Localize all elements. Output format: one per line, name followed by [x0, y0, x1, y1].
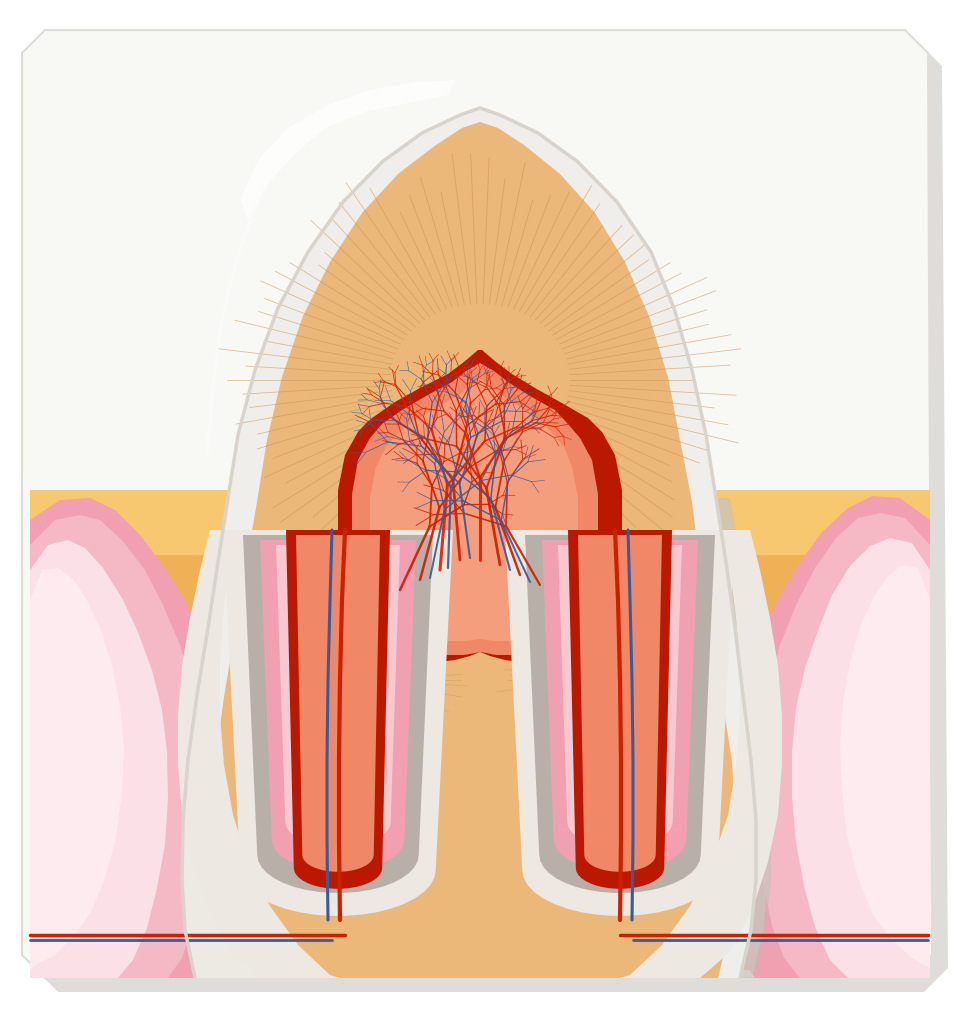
Polygon shape — [207, 122, 736, 978]
Polygon shape — [370, 378, 578, 641]
Polygon shape — [758, 513, 930, 978]
Polygon shape — [30, 490, 930, 555]
Polygon shape — [558, 545, 682, 847]
Polygon shape — [286, 530, 390, 889]
Polygon shape — [352, 362, 598, 655]
Polygon shape — [576, 550, 664, 822]
Polygon shape — [30, 540, 168, 978]
Polygon shape — [722, 496, 930, 978]
Polygon shape — [568, 530, 672, 889]
Polygon shape — [542, 540, 698, 871]
Polygon shape — [296, 535, 380, 871]
Polygon shape — [505, 530, 735, 915]
Polygon shape — [338, 350, 622, 662]
Polygon shape — [525, 535, 715, 893]
Polygon shape — [34, 42, 948, 992]
Polygon shape — [792, 538, 930, 978]
Polygon shape — [840, 565, 930, 978]
Polygon shape — [620, 530, 782, 978]
Polygon shape — [716, 498, 768, 978]
Polygon shape — [276, 545, 400, 847]
Polygon shape — [182, 108, 756, 978]
Polygon shape — [294, 550, 382, 822]
Polygon shape — [22, 30, 932, 978]
Polygon shape — [243, 535, 433, 893]
Polygon shape — [178, 530, 340, 978]
Polygon shape — [260, 540, 416, 871]
Polygon shape — [578, 535, 662, 871]
Polygon shape — [30, 515, 205, 978]
Polygon shape — [30, 568, 124, 978]
Polygon shape — [205, 152, 286, 462]
Polygon shape — [240, 80, 455, 220]
Polygon shape — [30, 490, 930, 970]
Polygon shape — [207, 122, 736, 978]
Polygon shape — [30, 498, 242, 978]
Polygon shape — [716, 498, 771, 978]
Polygon shape — [182, 600, 300, 978]
Polygon shape — [223, 530, 453, 915]
